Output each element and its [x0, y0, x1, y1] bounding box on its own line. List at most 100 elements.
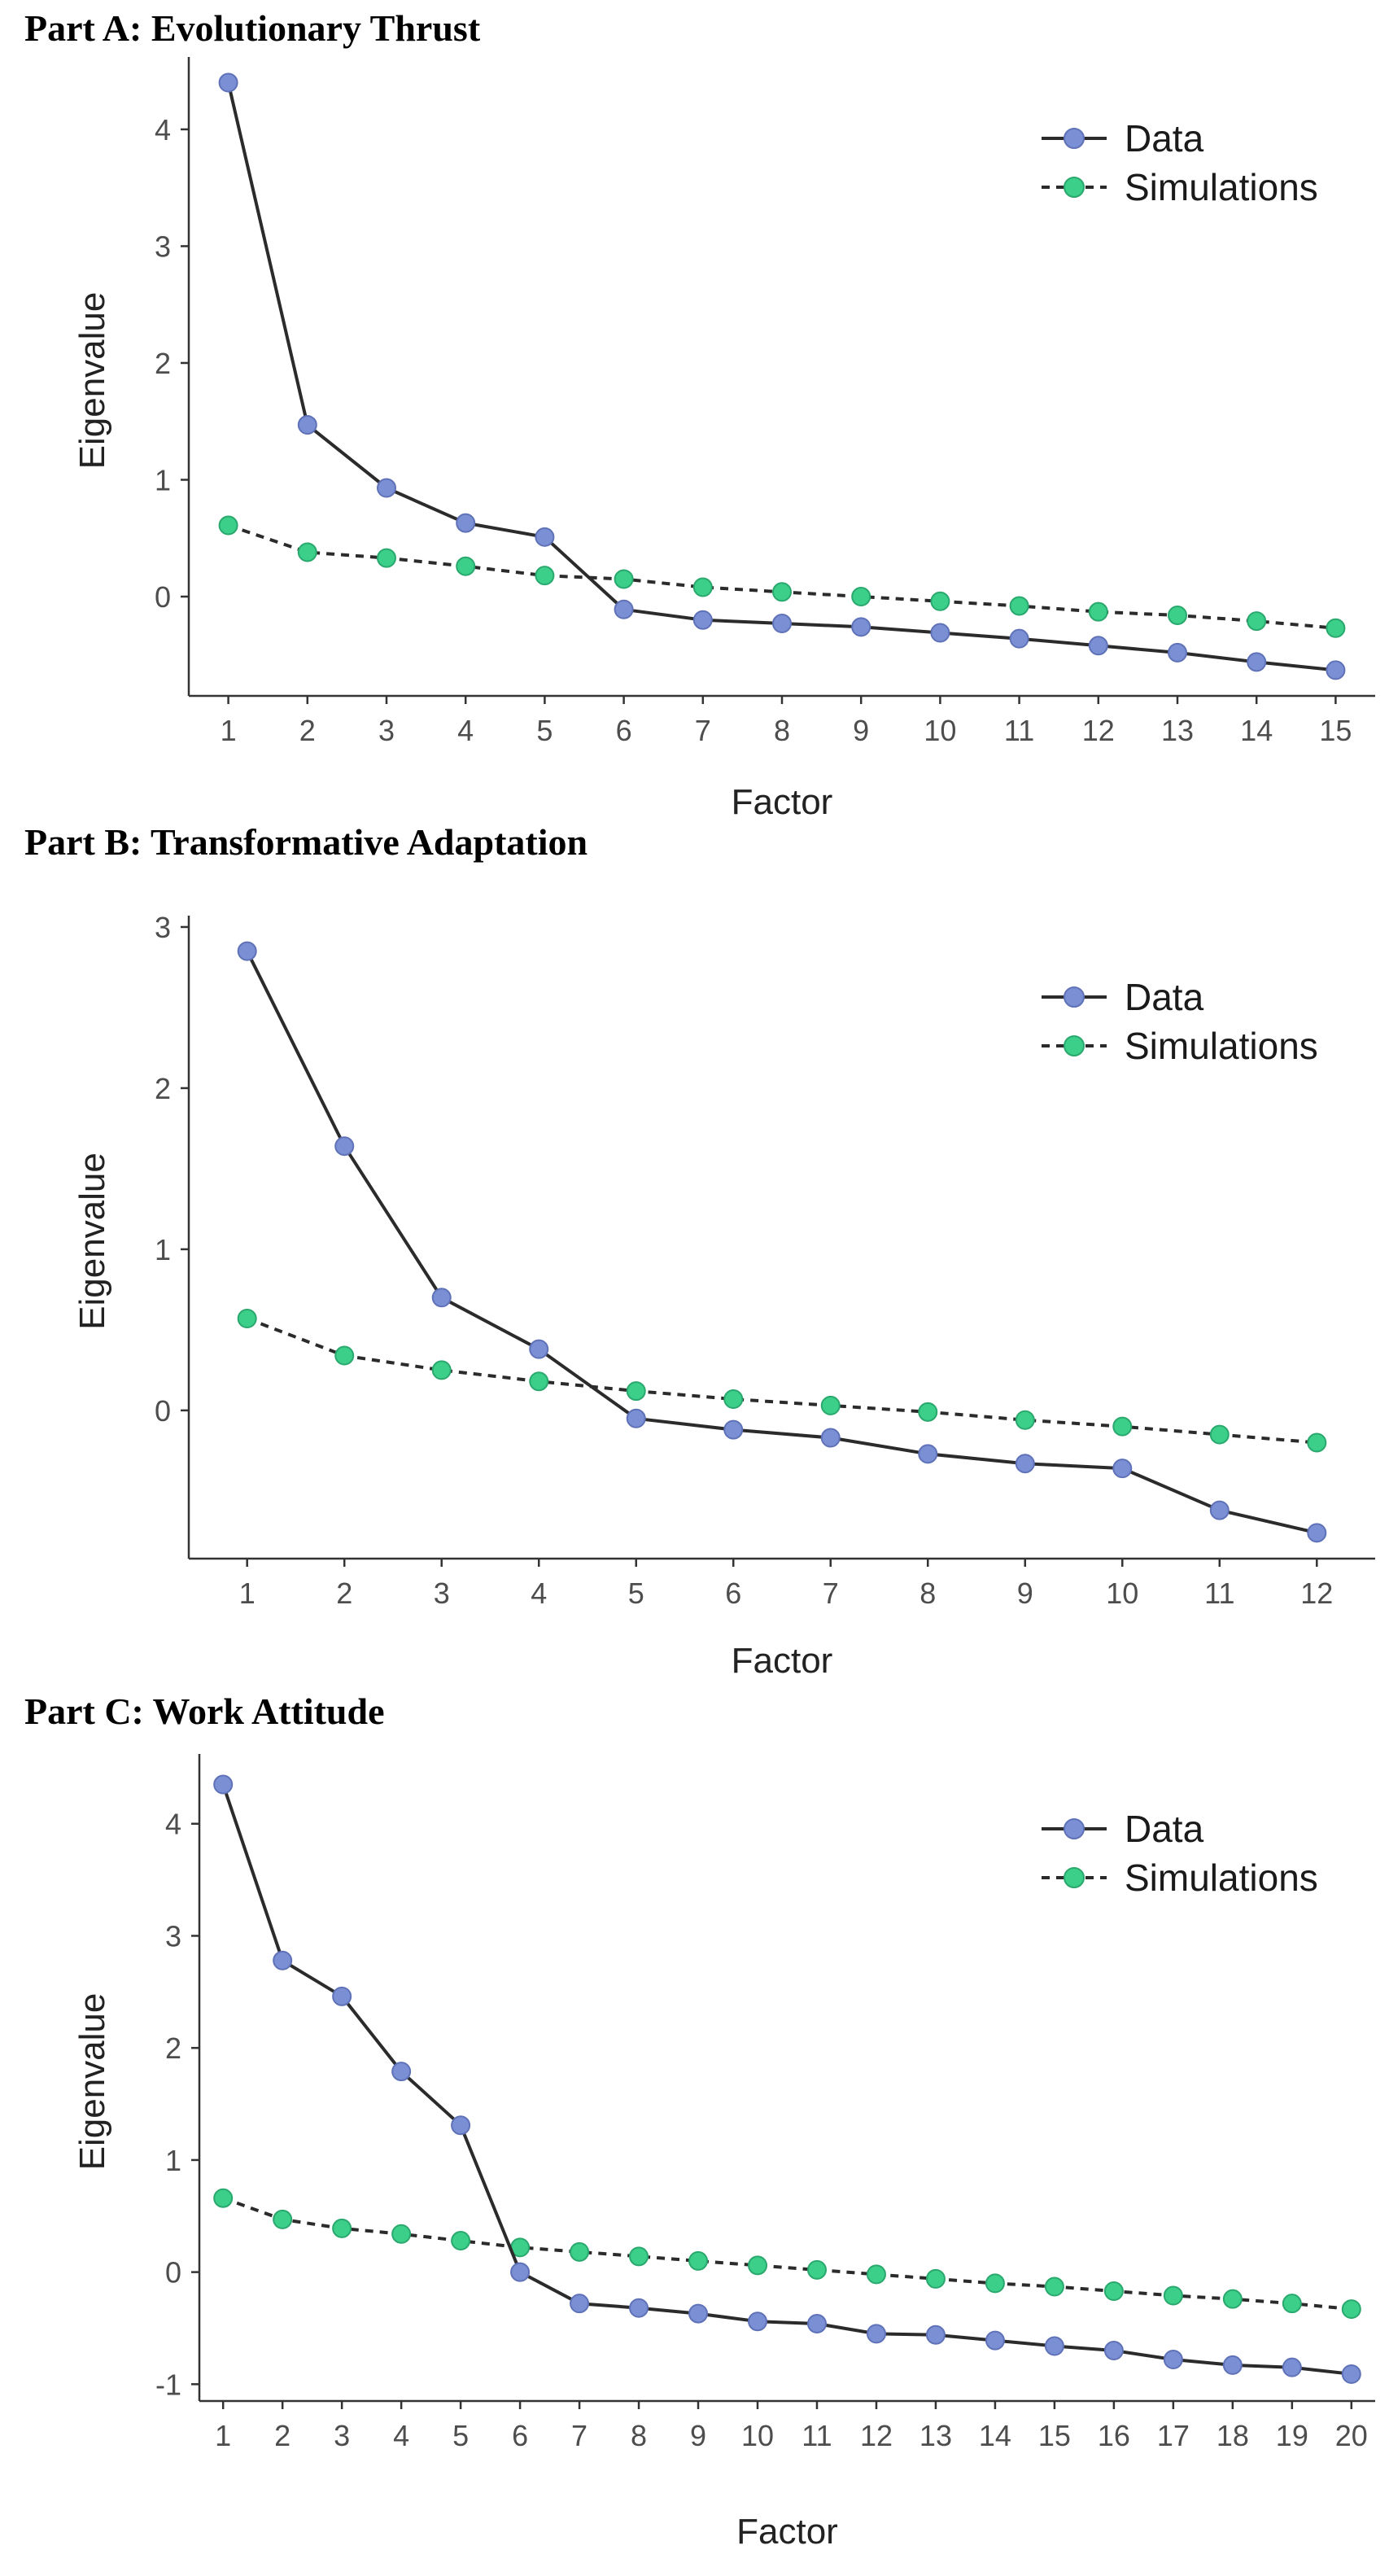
data-point: [1044, 2336, 1064, 2356]
y-tick-label: 1: [155, 463, 171, 496]
simulations-point: [332, 2218, 352, 2238]
data-point: [456, 513, 476, 533]
data-point: [431, 1288, 452, 1308]
simulations-point: [723, 1389, 744, 1410]
data-point: [772, 614, 792, 634]
simulations-point: [925, 2268, 946, 2289]
data-point: [237, 941, 257, 961]
y-tick-label: 0: [155, 580, 171, 614]
x-tick-label: 6: [725, 1577, 741, 1610]
panel-c-title: Part C: Work Attitude: [24, 1690, 385, 1732]
data-point: [391, 2062, 412, 2082]
data-point: [1222, 2355, 1243, 2375]
x-tick-label: 2: [299, 714, 316, 747]
y-tick-label: 0: [165, 2256, 181, 2290]
data-point: [273, 1950, 293, 1970]
data-point: [510, 2262, 531, 2282]
data-point: [629, 2298, 649, 2318]
legend-simulations-marker: [1064, 177, 1085, 198]
data-point: [851, 617, 871, 637]
simulations-point: [985, 2273, 1005, 2294]
simulations-point: [391, 2224, 412, 2244]
legend-simulations-label: Simulations: [1125, 1857, 1318, 1899]
x-tick-label: 3: [378, 714, 395, 747]
x-tick-label: 7: [823, 1577, 839, 1610]
legend-simulations-label: Simulations: [1125, 166, 1318, 208]
x-axis-title: Factor: [732, 782, 833, 822]
legend-data-marker: [1064, 986, 1085, 1008]
data-point: [1103, 2341, 1124, 2361]
data-point: [930, 623, 950, 643]
x-tick-label: 9: [853, 714, 869, 747]
data-point: [806, 2313, 827, 2333]
simulations-point: [535, 566, 555, 586]
x-tick-label: 11: [802, 2419, 832, 2452]
simulations-point: [1307, 1432, 1327, 1453]
x-tick-label: 14: [1240, 714, 1273, 747]
x-tick-label: 8: [919, 1577, 936, 1610]
x-tick-label: 2: [274, 2419, 290, 2452]
legend-data-label: Data: [1125, 1808, 1204, 1850]
data-series-line: [245, 950, 1317, 1535]
x-tick-label: 10: [741, 2419, 774, 2452]
x-tick-label: 15: [1038, 2419, 1071, 2452]
simulations-point: [273, 2209, 293, 2229]
data-point: [1307, 1523, 1327, 1543]
simulations-point: [529, 1371, 549, 1392]
simulations-point: [377, 548, 396, 568]
data-point: [1163, 2350, 1183, 2370]
data-point: [377, 478, 396, 498]
x-tick-label: 7: [695, 714, 711, 747]
simulations-point: [1103, 2281, 1124, 2302]
y-tick-label: 3: [165, 1919, 181, 1953]
simulations-point: [1015, 1410, 1035, 1430]
data-point: [925, 2325, 946, 2345]
simulations-series-line: [246, 1317, 1317, 1445]
data-point: [529, 1339, 549, 1359]
simulations-point: [748, 2255, 768, 2276]
simulations-point: [866, 2264, 886, 2285]
y-tick-label: -1: [155, 2368, 181, 2401]
legend-data-marker: [1064, 128, 1085, 149]
x-tick-label: 5: [628, 1577, 644, 1610]
legend-data-marker: [1064, 1818, 1085, 1839]
simulations-point: [772, 582, 792, 602]
data-point: [218, 72, 238, 93]
data-point: [723, 1419, 744, 1440]
simulations-point: [806, 2259, 827, 2280]
x-tick-label: 20: [1335, 2419, 1368, 2452]
data-point: [1282, 2357, 1302, 2377]
data-point: [1209, 1500, 1230, 1520]
x-tick-label: 4: [393, 2419, 409, 2452]
simulations-point: [1088, 601, 1108, 622]
data-point: [332, 1986, 352, 2006]
simulations-point: [692, 577, 713, 597]
legend-data-label: Data: [1125, 117, 1204, 160]
simulations-point: [930, 591, 950, 611]
data-point: [1009, 628, 1029, 649]
x-tick-label: 14: [979, 2419, 1011, 2452]
simulations-point: [431, 1360, 452, 1380]
simulations-point: [626, 1381, 646, 1402]
x-tick-label: 6: [616, 714, 632, 747]
simulations-point: [218, 515, 238, 536]
data-point: [1015, 1454, 1035, 1474]
x-tick-label: 6: [512, 2419, 528, 2452]
simulations-point: [456, 556, 476, 576]
x-axis-title: Factor: [736, 2512, 838, 2552]
data-point: [692, 610, 713, 630]
y-tick-label: 2: [155, 347, 171, 380]
data-point: [1088, 636, 1108, 656]
simulations-point: [1209, 1424, 1230, 1445]
y-axis-title: Eigenvalue: [72, 292, 112, 470]
simulations-point: [237, 1309, 257, 1329]
x-tick-label: 7: [571, 2419, 587, 2452]
data-point: [451, 2115, 471, 2136]
x-tick-label: 10: [1106, 1577, 1138, 1610]
x-tick-label: 17: [1157, 2419, 1190, 2452]
simulations-point: [918, 1402, 938, 1422]
data-point: [1341, 2364, 1361, 2384]
